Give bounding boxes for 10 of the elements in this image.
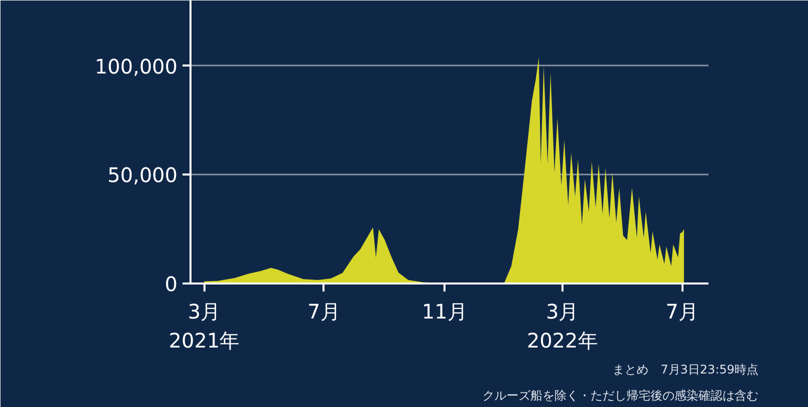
x-tick-label: 7月 bbox=[666, 300, 698, 324]
y-tick-label: 50,000 bbox=[108, 163, 178, 188]
x-tick-label: 3月 2022年 bbox=[526, 300, 598, 352]
x-tick-label: 7月 bbox=[308, 300, 340, 324]
y-tick-label: 100,000 bbox=[94, 54, 178, 78]
x-tick-label: 11月 bbox=[422, 300, 468, 324]
text: クルーズ船を除く・ただし帰宅後の感染確認は含む bbox=[482, 388, 758, 402]
y-tick-label: 0 bbox=[164, 272, 178, 296]
text: まとめ 7月3日23:59時点 bbox=[612, 362, 759, 376]
x-tick-label: 3月 2021年 bbox=[168, 300, 240, 352]
